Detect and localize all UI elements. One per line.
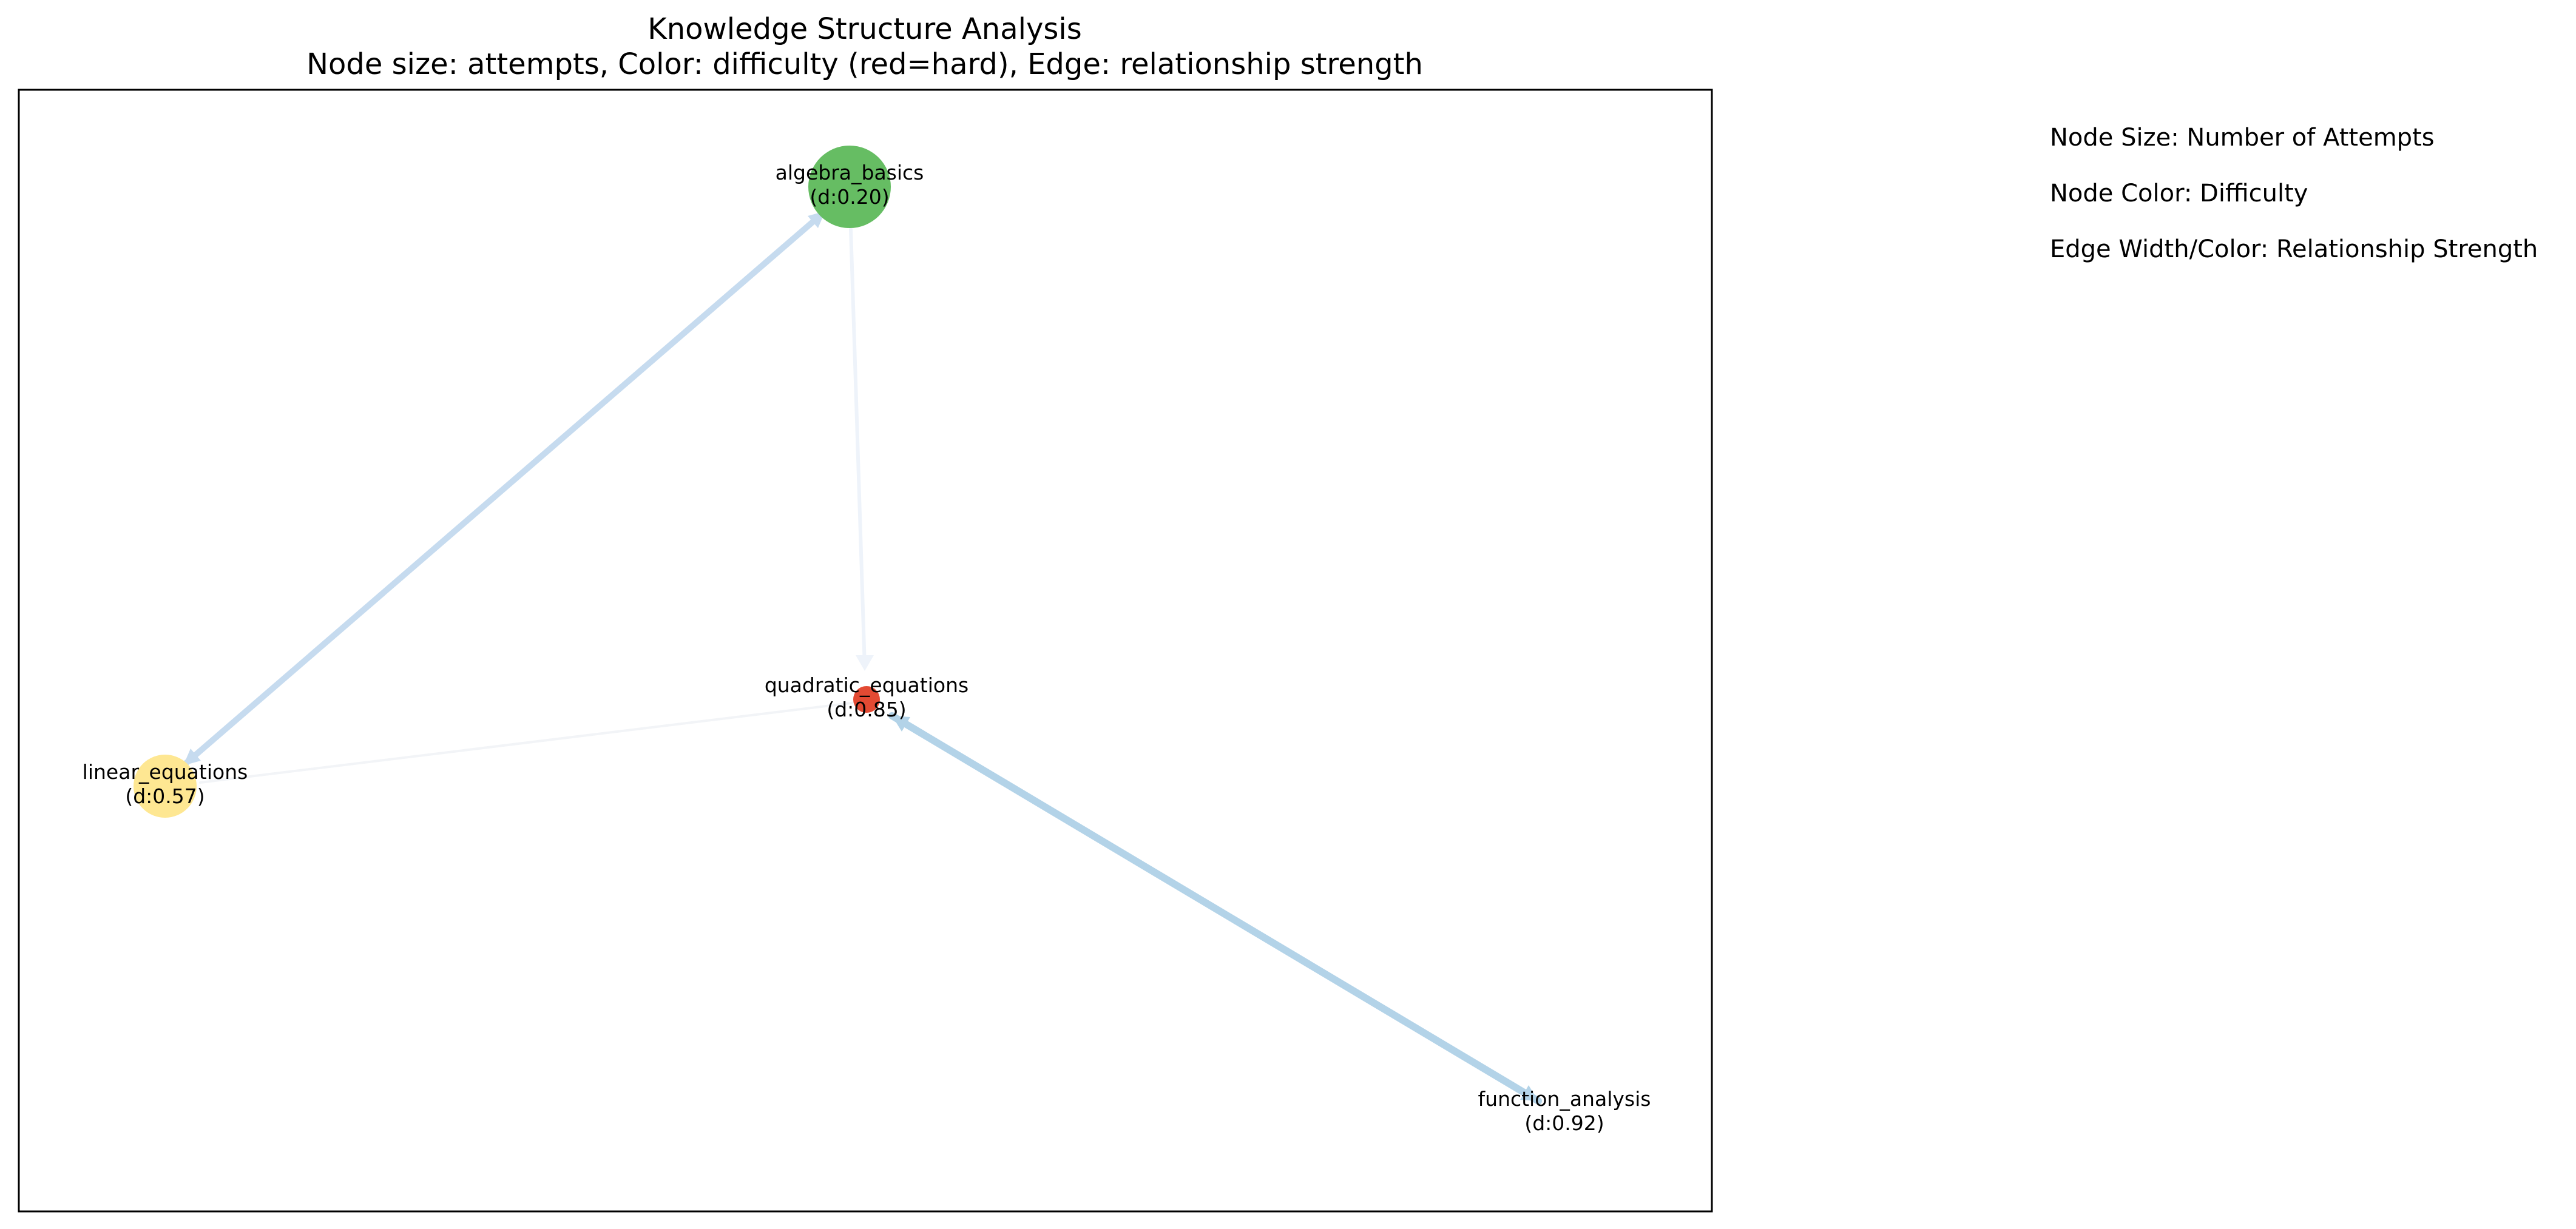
edge-arrowhead-to-quadratic-equations-side [892, 716, 910, 732]
legend: Node Size: Number of Attempts Node Color… [2050, 124, 2538, 263]
edge-arrowhead-to-quadratic-equations-top [856, 655, 874, 671]
legend-edge: Edge Width/Color: Relationship Strength [2050, 235, 2538, 263]
edge-quadratic-equations-function-analysis [888, 712, 1542, 1105]
nodes-layer [134, 146, 1569, 1115]
labels-layer: algebra_basics (d:0.20) quadratic_equati… [83, 161, 1651, 1135]
legend-node-color: Node Color: Difficulty [2050, 180, 2308, 207]
node-algebra-basics [808, 146, 891, 228]
legend-node-size: Node Size: Number of Attempts [2050, 124, 2435, 152]
node-label-algebra-basics: algebra_basics [776, 161, 924, 184]
node-linear-equations [134, 755, 197, 818]
edge-arrowhead-to-function-analysis [1520, 1085, 1538, 1101]
chart-subtitle: Node size: attempts, Color: difficulty (… [306, 47, 1423, 81]
node-function-analysis [1560, 1105, 1569, 1115]
node-difficulty-quadratic-equations: (d:0.85) [827, 698, 906, 721]
edge-arrowhead-to-linear-equations [183, 749, 201, 766]
edge-quadratic-equations-linear-equations [199, 701, 857, 784]
node-difficulty-algebra-basics: (d:0.20) [810, 185, 889, 209]
edge-algebra-basics-quadratic-equations [849, 227, 867, 669]
chart-title: Knowledge Structure Analysis [647, 12, 1081, 46]
node-label-quadratic-equations: quadratic_equations [765, 673, 969, 697]
edge-algebra-basics-linear-equations [180, 208, 828, 769]
node-quadratic-equations [853, 686, 880, 713]
node-difficulty-linear-equations: (d:0.57) [125, 784, 205, 808]
node-difficulty-function-analysis: (d:0.92) [1524, 1111, 1604, 1135]
node-label-function-analysis: function_analysis [1478, 1087, 1651, 1111]
node-label-linear-equations: linear_equations [83, 760, 248, 784]
edges-layer [180, 208, 1542, 1105]
